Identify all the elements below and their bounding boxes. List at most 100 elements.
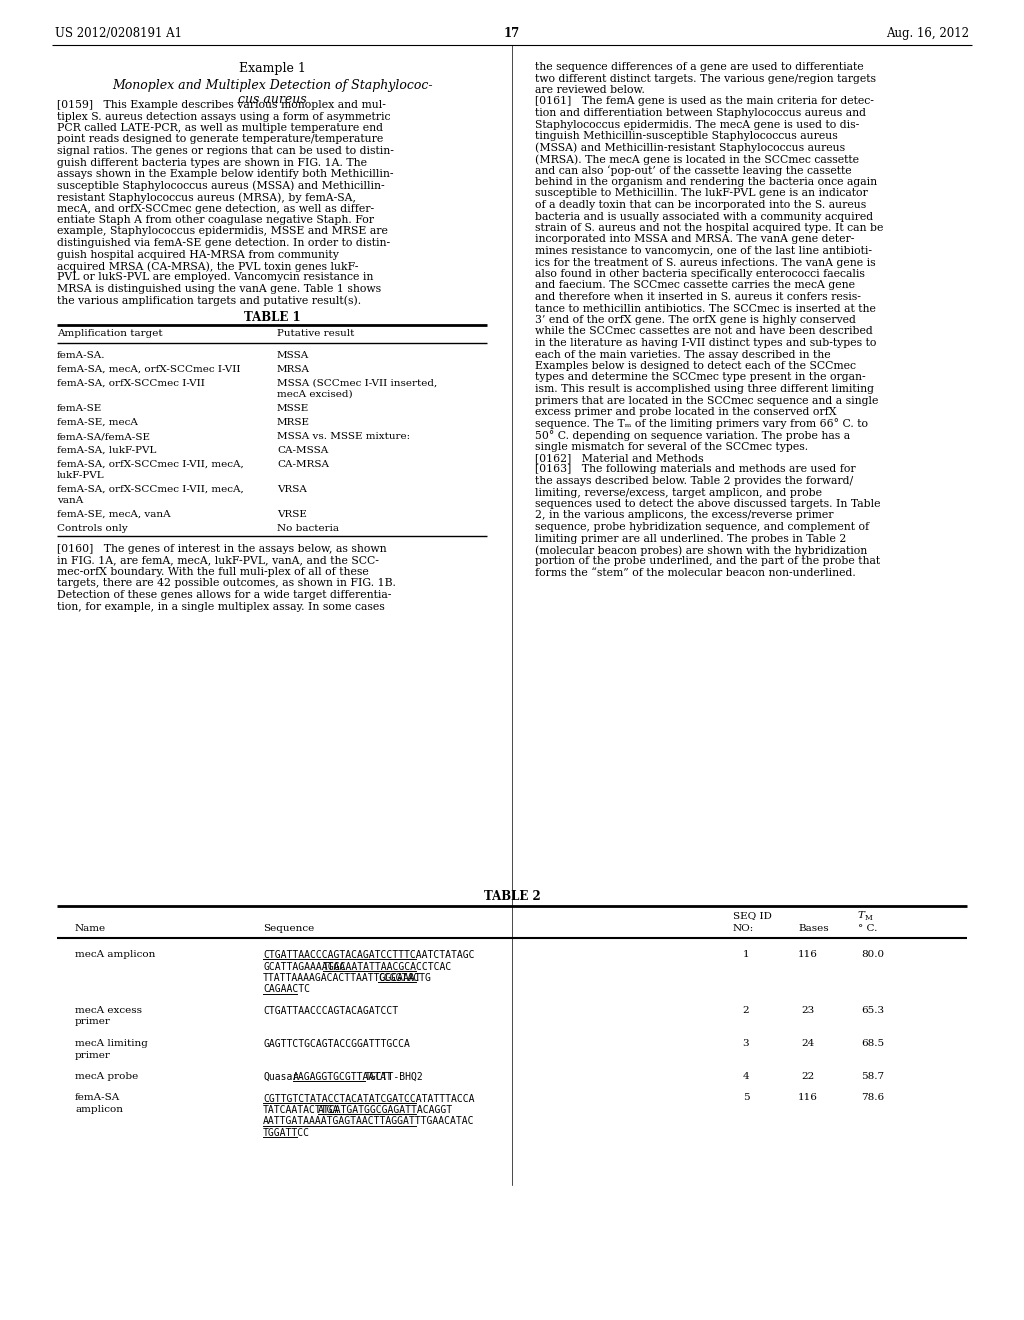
Text: (MSSA) and Methicillin-resistant Staphylococcus aureus: (MSSA) and Methicillin-resistant Staphyl… (535, 143, 845, 153)
Text: MRSA is distinguished using the vanA gene. Table 1 shows: MRSA is distinguished using the vanA gen… (57, 284, 381, 294)
Text: CA-MRSA: CA-MRSA (278, 459, 329, 469)
Text: signal ratios. The genes or regions that can be used to distin-: signal ratios. The genes or regions that… (57, 147, 394, 156)
Text: femA-SA/femA-SE: femA-SA/femA-SE (57, 432, 151, 441)
Text: excess primer and probe located in the conserved orfX: excess primer and probe located in the c… (535, 407, 837, 417)
Text: Sequence: Sequence (263, 924, 314, 933)
Text: MSSA (SCCmec I-VII inserted,
mecA excised): MSSA (SCCmec I-VII inserted, mecA excise… (278, 379, 437, 399)
Text: mecA, and orfX-SCCmec gene detection, as well as differ-: mecA, and orfX-SCCmec gene detection, as… (57, 203, 374, 214)
Text: femA-SA: femA-SA (75, 1093, 120, 1102)
Text: CA-MSSA: CA-MSSA (278, 446, 329, 455)
Text: femA-SA.: femA-SA. (57, 351, 105, 360)
Text: 80.0: 80.0 (861, 950, 885, 960)
Text: CAGAACTC: CAGAACTC (263, 985, 310, 994)
Text: TGCTT-BHQ2: TGCTT-BHQ2 (366, 1072, 424, 1082)
Text: 1: 1 (742, 950, 750, 960)
Text: limiting, reverse/excess, target amplicon, and probe: limiting, reverse/excess, target amplico… (535, 487, 822, 498)
Text: AATTGATAAAATGAGTAACTTAGGATTTGAACATAC: AATTGATAAAATGAGTAACTTAGGATTTGAACATAC (263, 1117, 474, 1126)
Text: ATCATGATGGCGAGATTACAGGT: ATCATGATGGCGAGATTACAGGT (318, 1105, 454, 1115)
Text: forms the “stem” of the molecular beacon non-underlined.: forms the “stem” of the molecular beacon… (535, 568, 856, 578)
Text: single mismatch for several of the SCCmec types.: single mismatch for several of the SCCme… (535, 441, 808, 451)
Text: MSSA vs. MSSE mixture:: MSSA vs. MSSE mixture: (278, 432, 411, 441)
Text: tion and differentiation between Staphylococcus aureus and: tion and differentiation between Staphyl… (535, 108, 866, 117)
Text: Amplification target: Amplification target (57, 329, 163, 338)
Text: also found in other bacteria specifically enterococci faecalis: also found in other bacteria specificall… (535, 269, 865, 279)
Text: TGGATTCC: TGGATTCC (263, 1129, 310, 1138)
Text: portion of the probe underlined, and the part of the probe that: portion of the probe underlined, and the… (535, 557, 880, 566)
Text: AAGAGGTGCGTTAATAT: AAGAGGTGCGTTAATAT (293, 1072, 392, 1082)
Text: are reviewed below.: are reviewed below. (535, 84, 645, 95)
Text: 116: 116 (798, 1093, 818, 1102)
Text: CGTTGTCTATACCTACATATCGATCCATATTTACCA: CGTTGTCTATACCTACATATCGATCCATATTTACCA (263, 1093, 474, 1104)
Text: tance to methicillin antibiotics. The SCCmec is inserted at the: tance to methicillin antibiotics. The SC… (535, 304, 876, 314)
Text: amplicon: amplicon (75, 1105, 123, 1114)
Text: tiplex S. aureus detection assays using a form of asymmetric: tiplex S. aureus detection assays using … (57, 111, 390, 121)
Text: 50° C. depending on sequence variation. The probe has a: 50° C. depending on sequence variation. … (535, 430, 850, 441)
Text: targets, there are 42 possible outcomes, as shown in FIG. 1B.: targets, there are 42 possible outcomes,… (57, 578, 396, 589)
Text: each of the main varieties. The assay described in the: each of the main varieties. The assay de… (535, 350, 830, 359)
Text: acquired MRSA (CA-MRSA), the PVL toxin genes lukF-: acquired MRSA (CA-MRSA), the PVL toxin g… (57, 261, 358, 272)
Text: primer: primer (75, 1051, 111, 1060)
Text: guish different bacteria types are shown in FIG. 1A. The: guish different bacteria types are shown… (57, 157, 367, 168)
Text: femA-SA, orfX-SCCmec I-VII, mecA,
lukF-PVL: femA-SA, orfX-SCCmec I-VII, mecA, lukF-P… (57, 459, 244, 479)
Text: 78.6: 78.6 (861, 1093, 885, 1102)
Text: tion, for example, in a single multiplex assay. In some cases: tion, for example, in a single multiplex… (57, 602, 385, 611)
Text: strain of S. aureus and not the hospital acquired type. It can be: strain of S. aureus and not the hospital… (535, 223, 884, 234)
Text: primer: primer (75, 1018, 111, 1027)
Text: 22: 22 (802, 1072, 815, 1081)
Text: primers that are located in the SCCmec sequence and a single: primers that are located in the SCCmec s… (535, 396, 879, 405)
Text: the various amplification targets and putative result(s).: the various amplification targets and pu… (57, 296, 361, 306)
Text: MSSE: MSSE (278, 404, 309, 413)
Text: PVL or lukS-PVL are employed. Vancomycin resistance in: PVL or lukS-PVL are employed. Vancomycin… (57, 272, 374, 282)
Text: 5: 5 (742, 1093, 750, 1102)
Text: 58.7: 58.7 (861, 1072, 885, 1081)
Text: (MRSA). The mecA gene is located in the SCCmec cassette: (MRSA). The mecA gene is located in the … (535, 154, 859, 165)
Text: limiting primer are all underlined. The probes in Table 2: limiting primer are all underlined. The … (535, 533, 847, 544)
Text: SEQ ID: SEQ ID (733, 911, 772, 920)
Text: No bacteria: No bacteria (278, 524, 339, 533)
Text: CTGATTAACCCAGTACAGATCCTTTCAATCTATAGC: CTGATTAACCCAGTACAGATCCTTTCAATCTATAGC (263, 950, 474, 960)
Text: NO:: NO: (733, 924, 755, 933)
Text: Name: Name (75, 924, 106, 933)
Text: Example 1: Example 1 (239, 62, 305, 75)
Text: tinguish Methicillin-susceptible Staphylococcus aureus: tinguish Methicillin-susceptible Staphyl… (535, 131, 838, 141)
Text: and faecium. The SCCmec cassette carries the mecA gene: and faecium. The SCCmec cassette carries… (535, 281, 855, 290)
Text: mec-orfX boundary. With the full muli-plex of all of these: mec-orfX boundary. With the full muli-pl… (57, 568, 369, 577)
Text: and can also ‘pop-out’ of the cassette leaving the cassette: and can also ‘pop-out’ of the cassette l… (535, 165, 852, 177)
Text: Bases: Bases (798, 924, 828, 933)
Text: behind in the organism and rendering the bacteria once again: behind in the organism and rendering the… (535, 177, 878, 187)
Text: assays shown in the Example below identify both Methicillin-: assays shown in the Example below identi… (57, 169, 393, 180)
Text: M: M (865, 913, 872, 921)
Text: [0162]   Material and Methods: [0162] Material and Methods (535, 453, 703, 463)
Text: mecA excess: mecA excess (75, 1006, 142, 1015)
Text: sequence. The Tₘ of the limiting primers vary from 66° C. to: sequence. The Tₘ of the limiting primers… (535, 418, 868, 429)
Text: susceptible to Methicillin. The lukF-PVL gene is an indicator: susceptible to Methicillin. The lukF-PVL… (535, 189, 867, 198)
Text: Examples below is designed to detect each of the SCCmec: Examples below is designed to detect eac… (535, 360, 856, 371)
Text: bacteria and is usually associated with a community acquired: bacteria and is usually associated with … (535, 211, 873, 222)
Text: 3: 3 (742, 1039, 750, 1048)
Text: [0163]   The following materials and methods are used for: [0163] The following materials and metho… (535, 465, 856, 474)
Text: CCGGTACTG: CCGGTACTG (378, 973, 431, 983)
Text: 116: 116 (798, 950, 818, 960)
Text: femA-SA, orfX-SCCmec I-VII, mecA,
vanA: femA-SA, orfX-SCCmec I-VII, mecA, vanA (57, 484, 244, 504)
Text: 65.3: 65.3 (861, 1006, 885, 1015)
Text: Quasar-: Quasar- (263, 1072, 304, 1082)
Text: Detection of these genes allows for a wide target differentia-: Detection of these genes allows for a wi… (57, 590, 391, 601)
Text: example, Staphylococcus epidermidis, MSSE and MRSE are: example, Staphylococcus epidermidis, MSS… (57, 227, 388, 236)
Text: TGGCAATATTAACGCACCTCAC: TGGCAATATTAACGCACCTCAC (323, 961, 452, 972)
Text: resistant Staphylococcus aureus (MRSA), by femA-SA,: resistant Staphylococcus aureus (MRSA), … (57, 191, 356, 202)
Text: TABLE 2: TABLE 2 (483, 890, 541, 903)
Text: mecA limiting: mecA limiting (75, 1039, 147, 1048)
Text: MRSA: MRSA (278, 366, 310, 374)
Text: and therefore when it inserted in S. aureus it confers resis-: and therefore when it inserted in S. aur… (535, 292, 861, 302)
Text: Aug. 16, 2012: Aug. 16, 2012 (886, 26, 969, 40)
Text: PCR called LATE-PCR, as well as multiple temperature end: PCR called LATE-PCR, as well as multiple… (57, 123, 383, 133)
Text: femA-SE, mecA, vanA: femA-SE, mecA, vanA (57, 510, 171, 519)
Text: 2: 2 (742, 1006, 750, 1015)
Text: TTATTAAAAGACACTTAATTGGCAAAT: TTATTAAAAGACACTTAATTGGCAAAT (263, 973, 422, 983)
Text: two different distinct targets. The various gene/region targets: two different distinct targets. The vari… (535, 74, 876, 83)
Text: incorporated into MSSA and MRSA. The vanA gene deter-: incorporated into MSSA and MRSA. The van… (535, 235, 854, 244)
Text: [0159]   This Example describes various monoplex and mul-: [0159] This Example describes various mo… (57, 100, 386, 110)
Text: sequence, probe hybridization sequence, and complement of: sequence, probe hybridization sequence, … (535, 521, 869, 532)
Text: Staphylococcus epidermidis. The mecA gene is used to dis-: Staphylococcus epidermidis. The mecA gen… (535, 120, 859, 129)
Text: CTGATTAACCCAGTACAGATCCT: CTGATTAACCCAGTACAGATCCT (263, 1006, 398, 1016)
